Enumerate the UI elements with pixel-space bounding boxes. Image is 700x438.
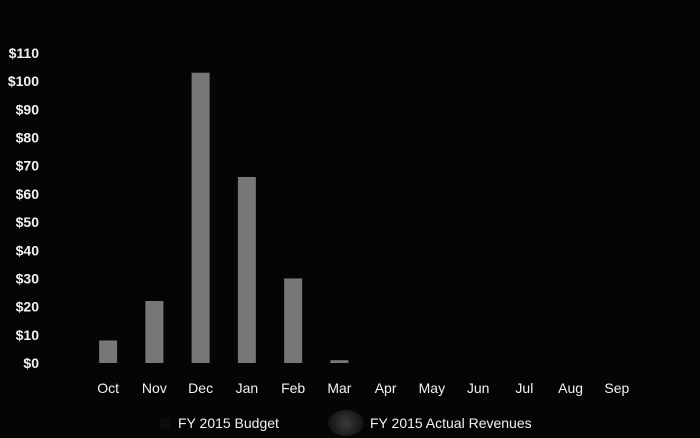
y-tick-label: $110 — [9, 45, 40, 61]
x-tick-label: Sep — [604, 380, 629, 396]
bars — [99, 72, 349, 364]
y-tick-label: $20 — [16, 299, 40, 315]
legend: FY 2015 Budget FY 2015 Actual Revenues — [0, 408, 700, 438]
x-tick-label: Dec — [188, 380, 213, 396]
legend-swatch-actual — [328, 410, 364, 436]
bar-actual-nov — [145, 301, 164, 363]
y-tick-label: $50 — [16, 214, 40, 230]
y-tick-label: $60 — [16, 186, 40, 202]
y-tick-label: $100 — [8, 73, 39, 89]
x-tick-label: Jan — [236, 380, 259, 396]
x-tick-label: Aug — [558, 380, 583, 396]
legend-item-actual: FY 2015 Actual Revenues — [328, 408, 532, 438]
x-axis: Oct Nov Dec Jan Feb Mar Apr May Jun Jul Aug Sep — [97, 380, 629, 396]
y-tick-label: $80 — [16, 130, 40, 146]
x-tick-label: May — [419, 380, 445, 396]
chart-plot: $0 $10 $20 $30 $40 $50 $60 $70 $80 $90 $100 $110 Oc… — [8, 45, 630, 396]
y-tick-label: $0 — [23, 355, 39, 371]
y-axis: $0 $10 $20 $30 $40 $50 $60 $70 $80 $90 $100 $110 — [8, 45, 39, 371]
x-tick-label: Apr — [375, 380, 397, 396]
y-tick-label: $40 — [16, 242, 40, 258]
y-tick-label: $30 — [16, 270, 40, 286]
legend-item-budget: FY 2015 Budget — [160, 408, 279, 438]
y-tick-label: $70 — [16, 158, 40, 174]
bar-actual-jan — [237, 177, 256, 363]
y-tick-label: $90 — [16, 101, 40, 117]
legend-swatch-budget — [160, 418, 170, 428]
bar-actual-dec — [191, 72, 210, 364]
x-tick-label: Jun — [467, 380, 490, 396]
y-tick-label: $10 — [16, 327, 40, 343]
x-tick-label: Nov — [142, 380, 167, 396]
x-tick-label: Oct — [97, 380, 119, 396]
bar-actual-mar — [330, 360, 349, 363]
bar-actual-oct — [99, 340, 118, 363]
x-tick-label: Jul — [515, 380, 533, 396]
legend-label-actual: FY 2015 Actual Revenues — [370, 415, 532, 431]
bar-actual-feb — [284, 278, 303, 363]
x-tick-label: Mar — [327, 380, 351, 396]
x-tick-label: Feb — [281, 380, 305, 396]
legend-label-budget: FY 2015 Budget — [178, 415, 279, 431]
